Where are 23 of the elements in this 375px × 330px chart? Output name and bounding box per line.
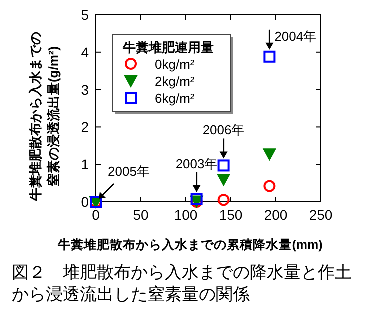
legend-title: 牛糞堆肥連用量 xyxy=(122,40,214,55)
caption: 図２ 堆肥散布から入水までの降水量と作土から浸透流出した窒素量の関係 xyxy=(12,263,352,304)
x-tick-label: 200 xyxy=(264,207,288,223)
y-tick-label: 0 xyxy=(81,194,90,210)
y-tick-label: 1 xyxy=(81,156,90,173)
x-tick-label: 250 xyxy=(309,207,333,223)
x-tick-label: 100 xyxy=(174,207,198,223)
x-tick-label: 150 xyxy=(219,207,243,223)
y-tick-label: 5 xyxy=(81,7,90,23)
annotation: 2005年 xyxy=(108,164,150,179)
y-tick-label: 2 xyxy=(81,119,90,136)
legend-label: 2kg/m² xyxy=(155,74,196,89)
legend-label: 0kg/m² xyxy=(155,57,196,72)
y-tick-label: 4 xyxy=(81,44,90,60)
x-tick-label: 0 xyxy=(92,207,100,223)
annotation: 2003年 xyxy=(176,156,218,172)
annotation: 2006年 xyxy=(202,122,245,138)
legend-label: 6kg/m² xyxy=(155,91,196,106)
x-tick-label: 50 xyxy=(133,207,149,223)
annotation: 2004年 xyxy=(274,28,317,44)
x-axis-title: 牛糞堆肥散布から入水までの累積降水量(mm) xyxy=(57,237,323,252)
y-axis-title: 牛糞堆肥散布から入水までの窒素の浸透流出量(g/m²) xyxy=(28,32,61,202)
y-tick-label: 3 xyxy=(81,82,90,98)
